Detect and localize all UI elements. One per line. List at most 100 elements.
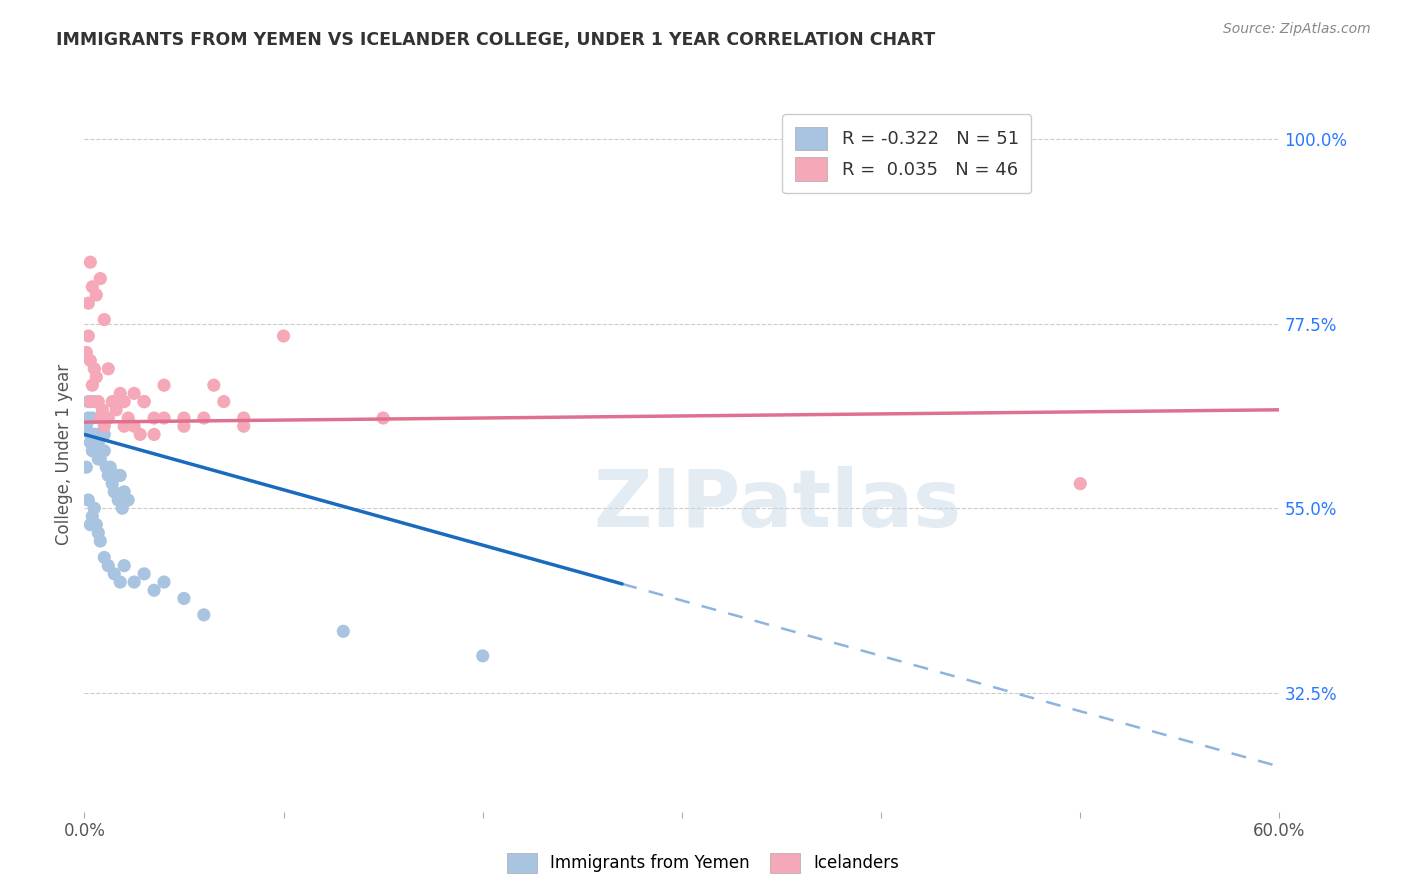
Point — [86, 370, 108, 384]
Point — [112, 394, 135, 409]
Point — [101, 476, 124, 491]
Point — [112, 558, 135, 573]
Point — [75, 345, 97, 359]
Point — [105, 402, 128, 417]
Point — [79, 435, 101, 450]
Point — [97, 411, 120, 425]
Point — [82, 279, 104, 293]
Point — [91, 402, 114, 417]
Point — [110, 575, 132, 590]
Point — [193, 411, 215, 425]
Point — [143, 411, 166, 425]
Point — [173, 591, 195, 606]
Point — [173, 419, 195, 434]
Point — [212, 394, 235, 409]
Point — [75, 419, 97, 434]
Point — [173, 411, 195, 425]
Point — [86, 517, 108, 532]
Point — [117, 493, 139, 508]
Point — [97, 361, 120, 376]
Point — [132, 394, 156, 409]
Point — [93, 443, 115, 458]
Point — [111, 501, 134, 516]
Point — [115, 493, 138, 508]
Point — [97, 558, 120, 573]
Point — [103, 484, 125, 499]
Point — [82, 378, 104, 392]
Point — [122, 419, 145, 434]
Point — [273, 329, 295, 343]
Point — [132, 566, 156, 581]
Point — [77, 411, 100, 425]
Point — [82, 411, 104, 425]
Y-axis label: College, Under 1 year: College, Under 1 year — [55, 364, 73, 546]
Point — [143, 583, 166, 598]
Point — [98, 460, 121, 475]
Point — [91, 427, 114, 442]
Point — [87, 452, 110, 467]
Point — [153, 411, 176, 425]
Text: ZIPatlas: ZIPatlas — [593, 466, 962, 544]
Point — [193, 607, 215, 622]
Point — [93, 550, 115, 565]
Point — [153, 378, 176, 392]
Point — [89, 443, 111, 458]
Point — [86, 288, 108, 302]
Point — [232, 411, 254, 425]
Point — [132, 394, 156, 409]
Point — [93, 312, 115, 326]
Point — [79, 427, 101, 442]
Point — [89, 271, 111, 285]
Point — [89, 534, 111, 549]
Point — [471, 648, 494, 663]
Point — [97, 468, 120, 483]
Point — [373, 411, 395, 425]
Point — [143, 427, 166, 442]
Point — [112, 484, 135, 499]
Point — [89, 411, 111, 425]
Point — [83, 361, 105, 376]
Point — [93, 427, 115, 442]
Point — [107, 493, 129, 508]
Point — [87, 525, 110, 540]
Point — [129, 427, 152, 442]
Point — [87, 435, 110, 450]
Point — [82, 509, 104, 524]
Point — [86, 443, 108, 458]
Point — [101, 394, 124, 409]
Point — [110, 386, 132, 401]
Point — [93, 419, 115, 434]
Point — [89, 452, 111, 467]
Point — [110, 468, 132, 483]
Point — [232, 419, 254, 434]
Point — [110, 394, 132, 409]
Point — [83, 501, 105, 516]
Point — [79, 255, 101, 269]
Point — [103, 566, 125, 581]
Point — [82, 443, 104, 458]
Point — [103, 394, 125, 409]
Point — [79, 394, 101, 409]
Point — [83, 394, 105, 409]
Legend: Immigrants from Yemen, Icelanders: Immigrants from Yemen, Icelanders — [501, 847, 905, 880]
Point — [112, 419, 135, 434]
Point — [117, 411, 139, 425]
Point — [202, 378, 225, 392]
Text: IMMIGRANTS FROM YEMEN VS ICELANDER COLLEGE, UNDER 1 YEAR CORRELATION CHART: IMMIGRANTS FROM YEMEN VS ICELANDER COLLE… — [56, 31, 935, 49]
Point — [122, 386, 145, 401]
Point — [77, 394, 100, 409]
Legend: R = -0.322   N = 51, R =  0.035   N = 46: R = -0.322 N = 51, R = 0.035 N = 46 — [782, 114, 1032, 194]
Point — [1069, 476, 1091, 491]
Point — [77, 329, 100, 343]
Point — [77, 296, 100, 310]
Point — [87, 394, 110, 409]
Text: Source: ZipAtlas.com: Source: ZipAtlas.com — [1223, 22, 1371, 37]
Point — [332, 624, 354, 639]
Point — [79, 517, 101, 532]
Point — [105, 468, 128, 483]
Point — [83, 427, 105, 442]
Point — [96, 460, 118, 475]
Point — [77, 493, 100, 508]
Point — [122, 575, 145, 590]
Point — [79, 353, 101, 368]
